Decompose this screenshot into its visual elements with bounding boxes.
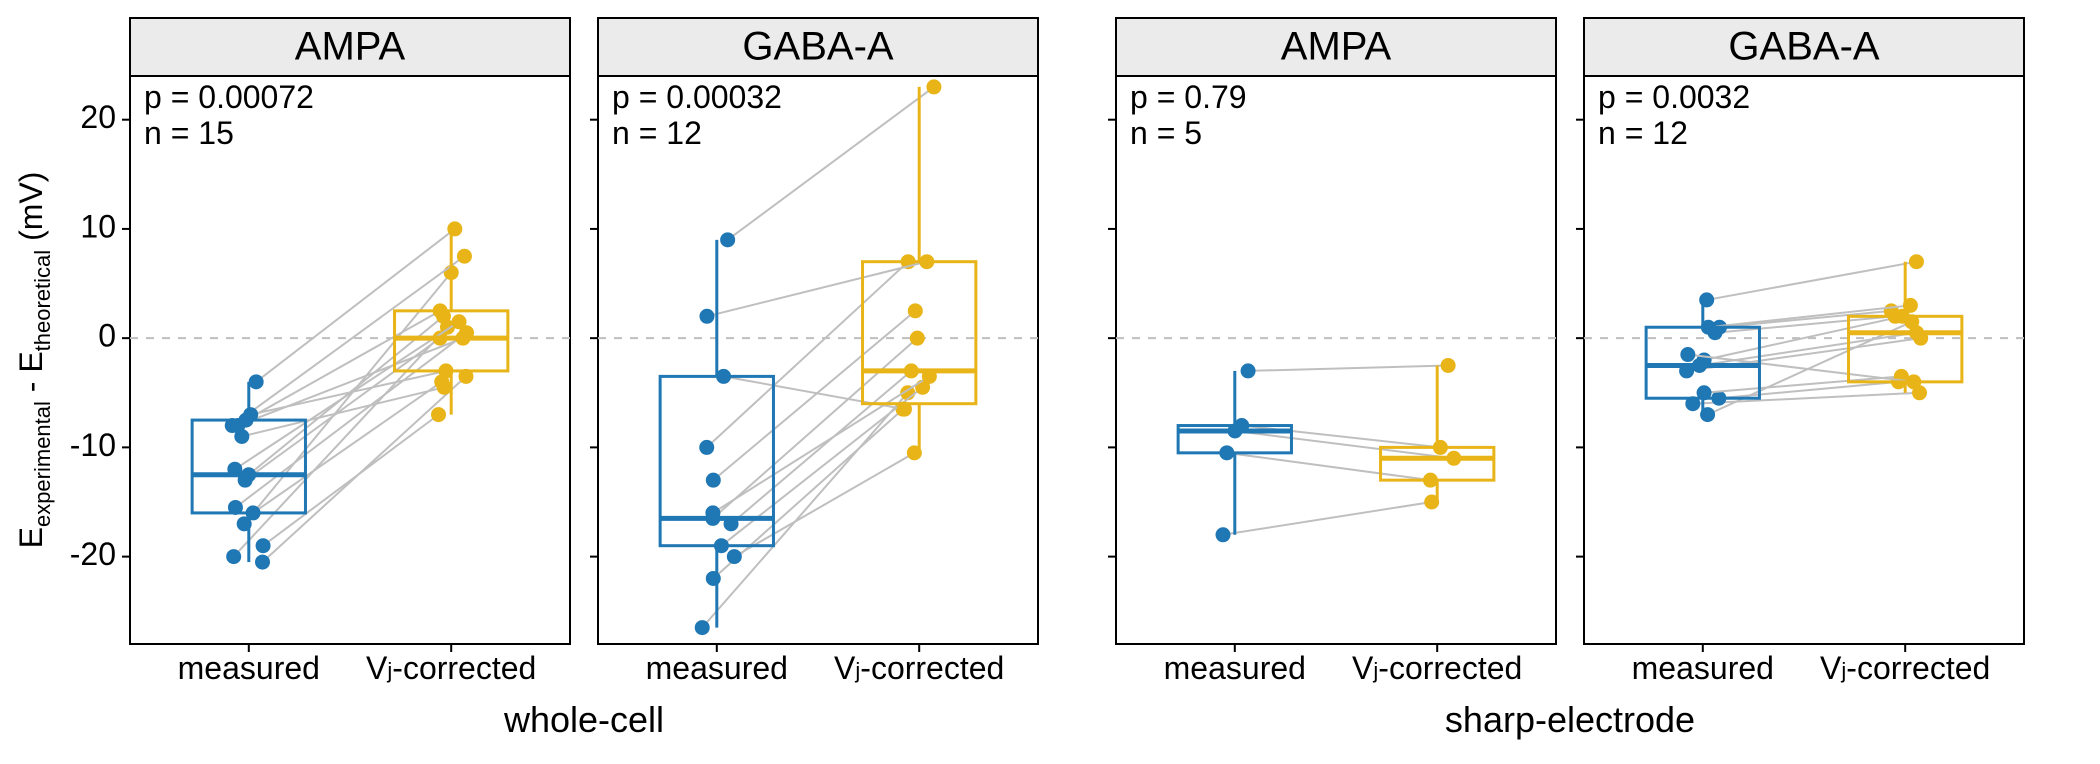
- x-tick-label: measured: [178, 650, 320, 686]
- p-value-text: p = 0.0032: [1598, 79, 1750, 115]
- y-axis-label: Eexperimental - Etheoretical (mV): [13, 172, 55, 549]
- panel-border: [1116, 76, 1556, 644]
- pair-line: [1223, 502, 1432, 535]
- n-text: n = 12: [612, 115, 702, 151]
- x-tick-label: Vj-corrected: [1352, 650, 1522, 686]
- strip-label: GABA-A: [1728, 25, 1879, 69]
- point-measured: [721, 233, 735, 247]
- y-tick-label: 0: [98, 318, 116, 354]
- figure-root: Eexperimental - Etheoretical (mV) AMPA -20…: [0, 0, 2100, 764]
- y-tick-label: -10: [70, 427, 116, 463]
- pair-line: [713, 311, 915, 480]
- x-tick-label: Vj-corrected: [1820, 650, 1990, 686]
- pair-line: [251, 371, 446, 415]
- strip-label: AMPA: [1281, 25, 1392, 69]
- group-label-right: sharp-electrode: [1445, 699, 1695, 740]
- group-label-left: whole-cell: [503, 699, 664, 740]
- point-measured: [255, 555, 269, 569]
- point-corrected: [927, 80, 941, 94]
- p-value-text: p = 0.79: [1130, 79, 1247, 115]
- pair-line: [707, 262, 927, 317]
- n-text: n = 12: [1598, 115, 1688, 151]
- point-corrected: [457, 249, 471, 263]
- panel-wc-ampa: AMPA -20 -10 0 10 20 measured Vj-corrected p = 0…: [70, 18, 570, 686]
- p-value-text: p = 0.00032: [612, 79, 782, 115]
- pair-line: [234, 327, 448, 556]
- n-text: n = 15: [144, 115, 234, 151]
- p-value-text: p = 0.00072: [144, 79, 314, 115]
- y-tick-label: -20: [70, 536, 116, 572]
- pair-line: [238, 338, 463, 425]
- point-corrected: [1441, 358, 1455, 372]
- point-measured: [256, 539, 270, 553]
- point-measured: [700, 440, 714, 454]
- chart-svg: Eexperimental - Etheoretical (mV) AMPA -20…: [0, 0, 2100, 764]
- point-corrected: [910, 331, 924, 345]
- strip-label: GABA-A: [742, 25, 893, 69]
- x-tick-label: measured: [1632, 650, 1774, 686]
- x-tick-label: measured: [1164, 650, 1306, 686]
- pair-line: [1248, 365, 1448, 370]
- x-tick-label: Vj-corrected: [834, 650, 1004, 686]
- point-measured: [727, 550, 741, 564]
- point-measured: [700, 309, 714, 323]
- panel-wc-gabaa: GABA-A measured Vj-corrected p = 0.00032n =…: [590, 18, 1038, 686]
- y-tick-label: 10: [80, 208, 116, 244]
- point-corrected: [452, 315, 466, 329]
- y-tick-label: 20: [80, 99, 116, 135]
- x-tick-label: measured: [646, 650, 788, 686]
- pair-line: [734, 453, 914, 557]
- pair-line: [1707, 262, 1917, 300]
- panel-border: [598, 76, 1038, 644]
- point-measured: [706, 473, 720, 487]
- pair-line: [1688, 355, 1914, 382]
- pair-line: [713, 338, 917, 518]
- point-measured: [227, 550, 241, 564]
- y-axis-label-text: Eexperimental - Etheoretical (mV): [13, 172, 55, 549]
- n-text: n = 5: [1130, 115, 1202, 151]
- x-tick-label: Vj-corrected: [366, 650, 536, 686]
- pair-line: [702, 393, 907, 628]
- point-measured: [1216, 528, 1230, 542]
- point-measured: [249, 375, 263, 389]
- pair-line: [707, 262, 908, 448]
- point-measured: [1681, 348, 1695, 362]
- strip-label: AMPA: [295, 25, 406, 69]
- point-corrected: [437, 380, 451, 394]
- panel-border: [130, 76, 570, 644]
- point-corrected: [908, 304, 922, 318]
- point-corrected: [1909, 255, 1923, 269]
- point-measured: [1241, 364, 1255, 378]
- point-corrected: [431, 408, 445, 422]
- point-measured: [695, 621, 709, 635]
- panel-border: [1584, 76, 2024, 644]
- panel-se-gabaa: GABA-A measured Vj-corrected p = 0.0032n = …: [1576, 18, 2024, 686]
- panel-se-ampa: AMPA measured Vj-corrected p = 0.79n = 5: [1108, 18, 1556, 686]
